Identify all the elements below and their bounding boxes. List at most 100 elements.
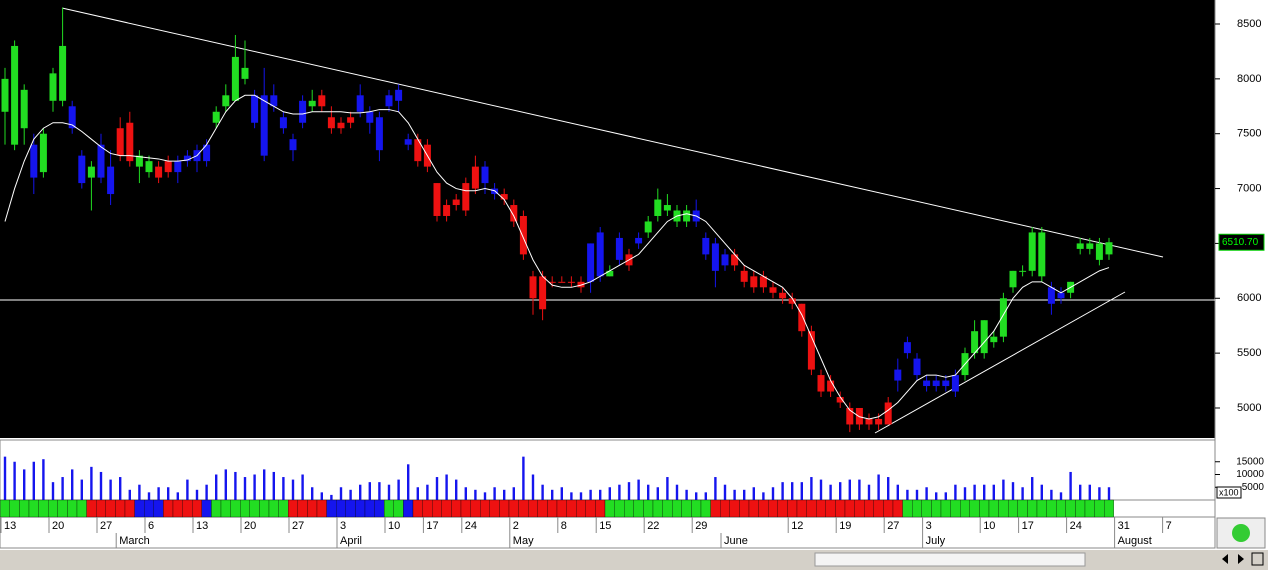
- scroll-right[interactable]: [1238, 554, 1244, 564]
- candle-body: [587, 243, 595, 282]
- date-label: 31: [1118, 520, 1130, 532]
- candle-body: [529, 276, 537, 299]
- candle-body: [1105, 242, 1113, 255]
- candle-body: [606, 270, 614, 277]
- month-label: June: [724, 535, 748, 547]
- candle-body: [500, 194, 508, 200]
- volume-bar: [541, 484, 544, 500]
- date-label: 8: [561, 520, 567, 532]
- trend-band: [604, 499, 615, 518]
- scroll-thumb[interactable]: [814, 552, 1086, 567]
- trend-band: [537, 499, 548, 518]
- y-tick-label: 5500: [1237, 347, 1261, 359]
- volume-bar: [973, 484, 976, 500]
- candle-body: [539, 276, 547, 310]
- trend-band: [0, 499, 10, 518]
- volume-bar: [637, 479, 640, 500]
- candle-body: [462, 183, 470, 211]
- trend-band: [739, 499, 750, 518]
- y-tick-label: 8000: [1237, 73, 1261, 85]
- trend-band: [336, 499, 346, 518]
- date-label: 10: [388, 520, 400, 532]
- trend-band: [624, 499, 634, 518]
- trend-band: [432, 499, 442, 518]
- candle-body: [510, 205, 518, 222]
- trend-band: [1094, 499, 1105, 518]
- candle-body: [414, 139, 422, 162]
- trend-band: [451, 499, 462, 518]
- candle-body: [731, 254, 739, 266]
- candle-body: [702, 237, 710, 255]
- trend-band: [470, 499, 481, 518]
- trend-band: [192, 499, 202, 518]
- candle-body: [222, 95, 230, 107]
- candle-body: [20, 89, 28, 129]
- candle-body: [78, 155, 86, 184]
- trend-band: [518, 499, 529, 518]
- candle-body: [135, 155, 143, 167]
- trend-band: [259, 499, 270, 518]
- trend-band: [153, 499, 164, 518]
- trend-band: [67, 499, 78, 518]
- volume-bar: [762, 492, 765, 500]
- scroll-left[interactable]: [1222, 554, 1228, 564]
- trend-band: [1065, 499, 1076, 518]
- trend-band: [1008, 499, 1018, 518]
- trend-band: [96, 499, 106, 518]
- candle-body: [875, 418, 883, 425]
- candle-body: [894, 369, 902, 381]
- volume-bar: [378, 482, 381, 500]
- candle-body: [1019, 270, 1027, 272]
- candle-body: [1028, 232, 1036, 271]
- volume-tick-label: 15000: [1236, 456, 1264, 467]
- date-label: 24: [465, 520, 477, 532]
- volume-bar: [397, 479, 400, 500]
- volume-bar: [407, 464, 410, 500]
- trend-band: [508, 499, 519, 518]
- candle-body: [1, 78, 9, 112]
- trend-band: [902, 499, 913, 518]
- volume-bar: [714, 477, 717, 500]
- volume-bar: [570, 492, 573, 500]
- volume-bar: [282, 477, 285, 500]
- volume-bar: [627, 482, 631, 500]
- volume-bar: [608, 487, 611, 500]
- candle-body: [443, 205, 451, 216]
- trend-band: [326, 499, 337, 518]
- volume-bar: [551, 489, 554, 500]
- volume-bar: [119, 477, 122, 500]
- trend-band: [748, 499, 759, 518]
- candle-body: [347, 117, 355, 123]
- candle-body: [683, 210, 691, 222]
- trend-band: [163, 499, 174, 518]
- trend-band: [912, 499, 922, 518]
- candle-body: [913, 358, 921, 376]
- window-button[interactable]: [1251, 552, 1264, 566]
- volume-bar: [589, 489, 592, 500]
- date-label: 15: [599, 520, 611, 532]
- y-tick-label: 7000: [1237, 182, 1261, 194]
- trend-band: [182, 499, 193, 518]
- trend-band: [806, 499, 817, 518]
- volume-bar: [810, 477, 813, 500]
- candle-body: [270, 95, 278, 107]
- volume-bar: [656, 487, 659, 500]
- volume-bar: [13, 461, 16, 500]
- trend-band: [950, 499, 961, 518]
- volume-bar: [733, 489, 736, 500]
- trend-band: [691, 499, 702, 518]
- trend-band: [710, 499, 721, 518]
- volume-bar: [1069, 471, 1072, 500]
- volume-bar: [291, 479, 295, 500]
- trend-band: [307, 499, 318, 518]
- volume-bar: [867, 484, 871, 500]
- trend-band: [873, 499, 884, 518]
- volume-bar: [819, 479, 823, 500]
- trend-band: [268, 499, 279, 518]
- volume-bar: [330, 494, 333, 500]
- volume-bar: [224, 469, 227, 500]
- candle-body: [846, 407, 854, 425]
- volume-bar: [416, 487, 419, 500]
- candle-body: [807, 331, 815, 370]
- volume-bar: [176, 492, 179, 500]
